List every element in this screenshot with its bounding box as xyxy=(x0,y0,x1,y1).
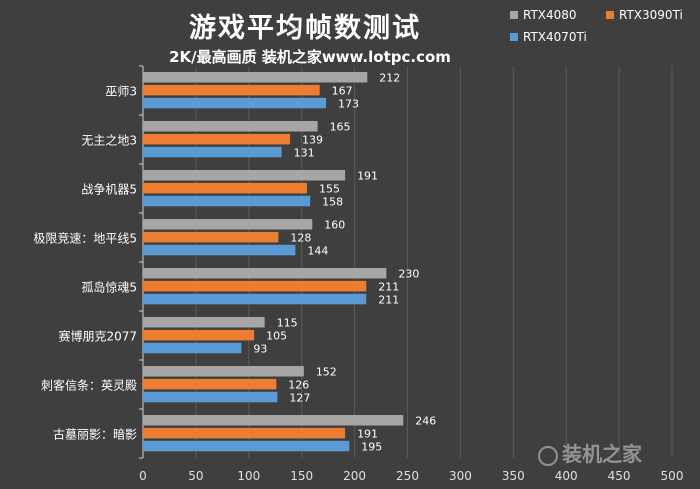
bar xyxy=(143,121,318,132)
category-label: 古墓丽影：暗影 xyxy=(53,427,137,442)
category-label: 战争机器5 xyxy=(81,183,137,197)
chart-title: 游戏平均帧数测试 xyxy=(189,13,421,44)
bar-value-label: 191 xyxy=(357,170,378,183)
legend-swatch xyxy=(510,11,518,19)
logo-icon xyxy=(538,445,558,466)
watermark-text: 装机之家 xyxy=(562,442,642,466)
bar-value-label: 131 xyxy=(294,146,315,159)
watermark-logo: 装机之家 xyxy=(538,438,642,467)
bar-value-label: 211 xyxy=(378,293,399,306)
x-tick-label: 150 xyxy=(290,469,313,483)
category-label: 巫师3 xyxy=(105,85,137,99)
bar xyxy=(143,317,265,328)
legend-swatch xyxy=(606,11,614,19)
category-label: 极限竞速：地平线5 xyxy=(33,232,137,246)
bar-value-label: 173 xyxy=(338,97,359,110)
x-tick-label: 500 xyxy=(661,469,684,483)
x-tick-label: 0 xyxy=(139,469,147,483)
bar-value-label: 212 xyxy=(379,72,400,85)
bar xyxy=(143,342,242,354)
bar xyxy=(143,133,291,145)
category-label: 孤岛惊魂5 xyxy=(81,280,137,295)
bar-value-label: 128 xyxy=(290,231,311,244)
bar-value-label: 126 xyxy=(288,378,309,391)
bar xyxy=(143,170,346,181)
bar-value-label: 158 xyxy=(322,195,343,208)
bar-value-label: 211 xyxy=(378,280,399,293)
bar-value-label: 246 xyxy=(415,415,436,428)
bar-value-label: 195 xyxy=(361,440,382,453)
x-tick-label: 250 xyxy=(396,469,419,483)
bar xyxy=(143,427,346,439)
x-tick-label: 450 xyxy=(608,469,631,483)
x-tick-label: 50 xyxy=(188,469,203,483)
bar-value-label: 115 xyxy=(277,317,298,330)
legend-item-rtx3090ti: RTX3090Ti xyxy=(606,8,683,22)
legend-label: RTX4080 xyxy=(523,8,577,22)
bar xyxy=(143,146,282,158)
bar-value-label: 139 xyxy=(302,133,323,146)
bar xyxy=(143,293,367,305)
legend-label: RTX3090Ti xyxy=(619,8,683,22)
x-tick-label: 100 xyxy=(237,469,260,483)
bar-value-label: 165 xyxy=(330,121,351,134)
bar xyxy=(143,415,404,426)
legend-label: RTX4070Ti xyxy=(523,30,587,44)
bar xyxy=(143,84,320,96)
bar xyxy=(143,280,367,292)
legend-item-rtx4070ti: RTX4070Ti xyxy=(510,30,587,44)
bar xyxy=(143,391,278,403)
category-label: 刺客信条：英灵殿 xyxy=(41,378,137,393)
x-tick-label: 300 xyxy=(449,469,472,483)
bar xyxy=(143,378,277,390)
bar xyxy=(143,231,279,243)
bar-value-label: 167 xyxy=(332,84,353,97)
bar xyxy=(143,366,304,377)
legend-swatch xyxy=(510,33,518,41)
bar-value-label: 155 xyxy=(319,182,340,195)
bar-value-label: 160 xyxy=(324,219,345,232)
x-tick-label: 200 xyxy=(343,469,366,483)
bar xyxy=(143,97,327,109)
bar xyxy=(143,219,313,230)
category-label: 赛博朋克2077 xyxy=(58,329,137,344)
bar-value-label: 144 xyxy=(307,244,328,257)
bar xyxy=(143,244,296,256)
category-label: 无主之地3 xyxy=(81,134,137,148)
bar-value-label: 152 xyxy=(316,366,337,379)
bar xyxy=(143,195,311,207)
x-tick-label: 350 xyxy=(502,469,525,483)
bar-value-label: 93 xyxy=(253,342,267,355)
bar-value-label: 127 xyxy=(289,391,310,404)
chart-subtitle: 2K/最高画质 装机之家www.lotpc.com xyxy=(169,48,451,66)
bar-value-label: 105 xyxy=(266,329,287,342)
bar xyxy=(143,329,255,341)
bar-value-label: 191 xyxy=(357,427,378,440)
x-tick-label: 400 xyxy=(555,469,578,483)
bar xyxy=(143,182,307,194)
bar xyxy=(143,268,387,279)
legend-item-rtx4080: RTX4080 xyxy=(510,8,577,22)
bar-value-label: 230 xyxy=(398,268,419,281)
bar xyxy=(143,72,368,83)
bar xyxy=(143,440,350,452)
